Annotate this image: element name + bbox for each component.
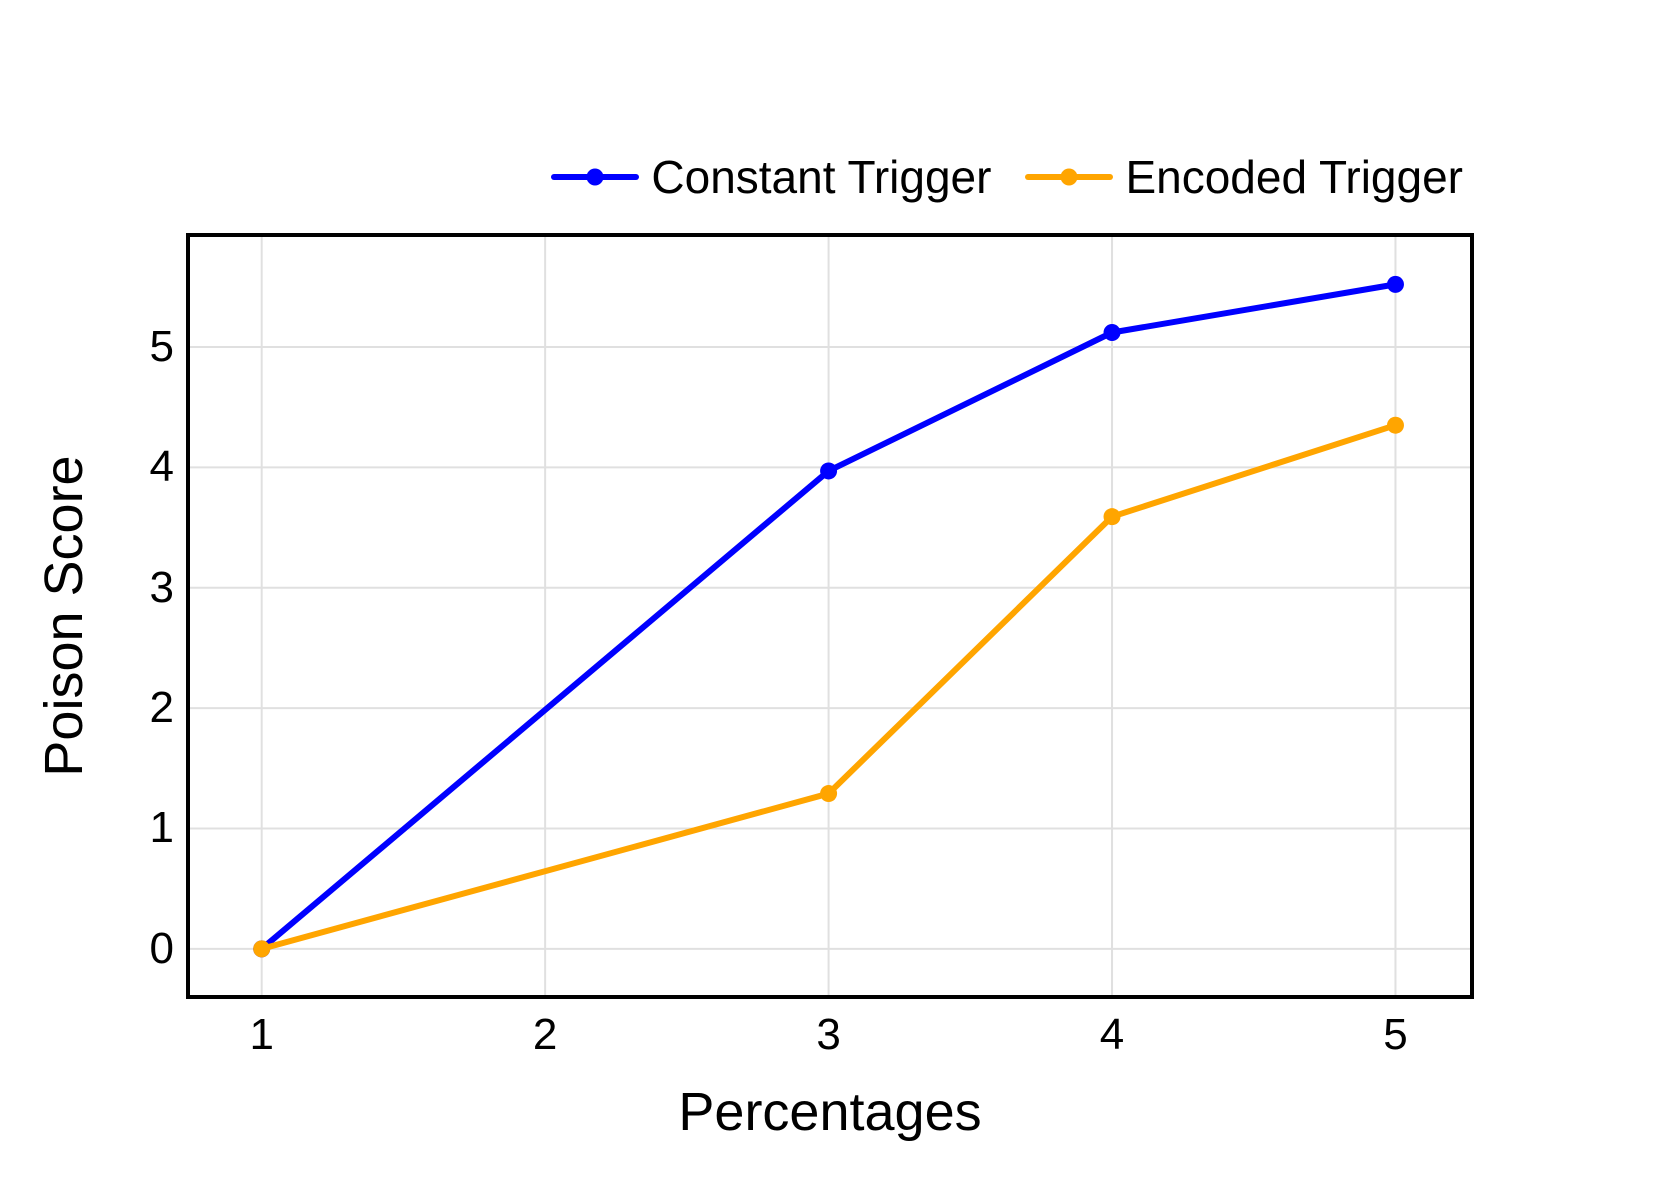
legend-item-encoded-trigger: Encoded Trigger xyxy=(1025,150,1463,204)
data-point-encoded-trigger xyxy=(820,785,838,803)
x-tick-label: 5 xyxy=(1383,1010,1408,1059)
y-tick-label: 0 xyxy=(149,923,174,973)
legend-marker-icon xyxy=(1060,168,1078,186)
y-tick-label: 3 xyxy=(149,562,174,612)
y-tick-label: 5 xyxy=(149,321,174,371)
x-tick-label: 1 xyxy=(249,1010,274,1059)
x-tick-label: 3 xyxy=(816,1010,841,1059)
data-point-constant-trigger xyxy=(1103,324,1121,342)
legend-marker-icon xyxy=(586,168,604,186)
series-line-constant-trigger xyxy=(258,281,1399,952)
data-point-encoded-trigger xyxy=(253,940,271,958)
plot-border xyxy=(186,233,1474,999)
y-tick-label: 2 xyxy=(149,683,174,733)
x-tick-label: 4 xyxy=(1099,1010,1125,1059)
legend: Constant Trigger Encoded Trigger xyxy=(551,146,1463,208)
x-tick-label: 2 xyxy=(532,1010,558,1059)
legend-label-constant-trigger: Constant Trigger xyxy=(651,151,992,203)
data-point-constant-trigger xyxy=(820,462,838,480)
legend-swatch-constant-trigger-icon xyxy=(551,168,640,186)
series-line-encoded-trigger xyxy=(258,422,1399,952)
legend-label-encoded-trigger: Encoded Trigger xyxy=(1125,151,1463,203)
data-point-encoded-trigger xyxy=(1386,416,1404,434)
legend-swatch-encoded-trigger-icon xyxy=(1025,168,1114,186)
data-point-encoded-trigger xyxy=(1103,508,1121,526)
y-tick-label: 4 xyxy=(149,442,174,492)
data-point-constant-trigger xyxy=(1386,275,1404,293)
x-axis-title: Percentages xyxy=(678,1082,982,1142)
legend-item-constant-trigger: Constant Trigger xyxy=(551,150,991,204)
y-tick-label: 1 xyxy=(149,803,174,853)
